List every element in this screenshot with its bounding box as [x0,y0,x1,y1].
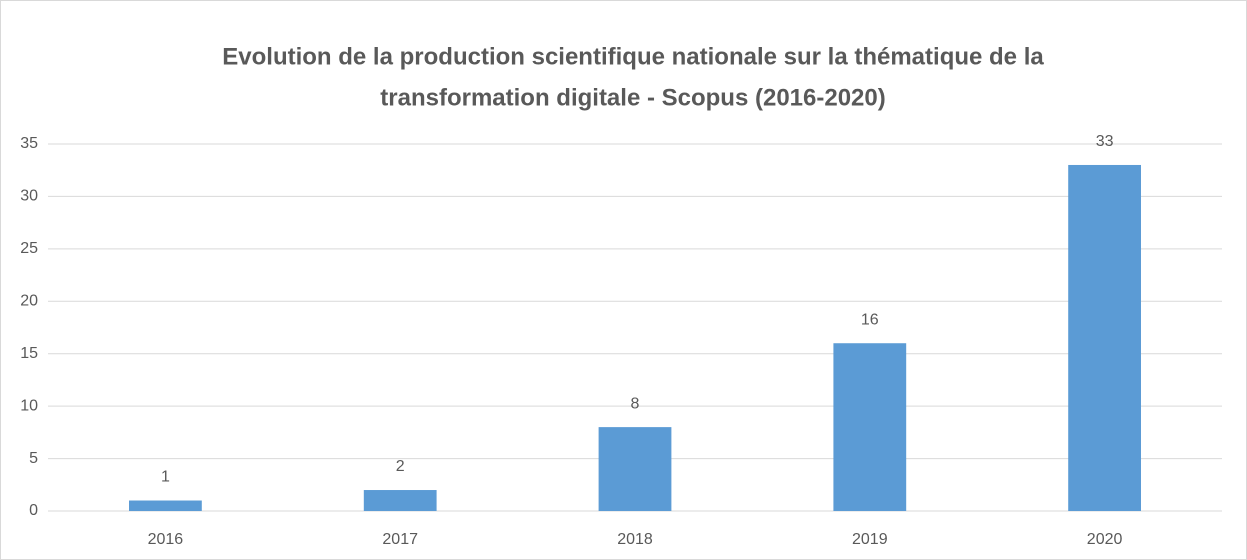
bar [833,343,907,511]
y-tick-label: 30 [20,188,38,205]
data-label: 1 [161,469,170,486]
data-label: 2 [396,458,405,475]
x-tick-label: 2020 [1087,531,1123,548]
chart-title: transformation digitale - Scopus (2016-2… [380,84,885,111]
y-tick-label: 10 [20,397,38,414]
bar [598,427,672,511]
data-label: 33 [1096,133,1114,150]
bar [129,500,202,511]
y-tick-label: 20 [20,293,38,310]
data-label: 8 [631,395,640,412]
y-tick-label: 35 [20,135,38,152]
y-tick-label: 5 [29,450,38,467]
bar [363,490,437,511]
bar [1068,164,1141,511]
chart-title: Evolution de la production scientifique … [222,43,1044,70]
x-tick-label: 2016 [148,531,184,548]
x-tick-label: 2019 [852,531,888,548]
data-label: 16 [861,311,879,328]
x-tick-label: 2018 [617,531,653,548]
y-tick-label: 15 [20,345,38,362]
x-tick-label: 2017 [382,531,418,548]
y-tick-label: 0 [29,502,38,519]
y-tick-label: 25 [20,240,38,257]
